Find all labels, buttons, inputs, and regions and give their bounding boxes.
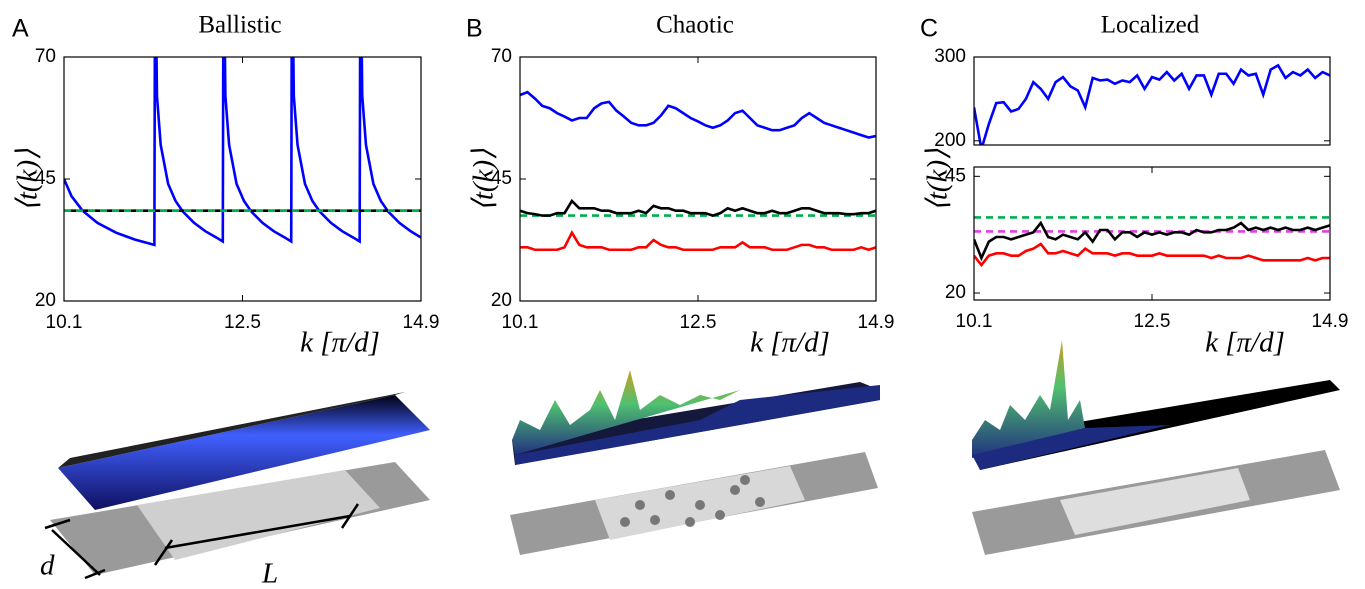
y-tick-label: 45 bbox=[491, 168, 512, 189]
y-tick-label: 45 bbox=[945, 165, 966, 186]
y-tick-label: 200 bbox=[934, 130, 966, 151]
y-tick-label: 45 bbox=[35, 168, 56, 189]
x-tick-label: 10.1 bbox=[502, 312, 539, 333]
data-line bbox=[520, 198, 876, 217]
x-tick-label: 10.1 bbox=[956, 311, 993, 332]
data-line bbox=[64, 57, 421, 247]
panel-letter: A bbox=[12, 15, 29, 43]
data-line bbox=[520, 90, 876, 139]
annotation: d bbox=[40, 550, 55, 582]
y-tick-label: 20 bbox=[35, 290, 56, 311]
data-line bbox=[520, 230, 876, 252]
y-tick-label: 70 bbox=[491, 46, 512, 67]
data-line bbox=[974, 220, 1330, 262]
chaotic-illustration bbox=[510, 370, 880, 555]
y-tick-label: 300 bbox=[934, 46, 966, 67]
x-tick-label: 12.5 bbox=[1134, 311, 1171, 332]
y-tick-label: 20 bbox=[945, 282, 966, 303]
data-line bbox=[974, 63, 1330, 145]
annotation: L bbox=[261, 558, 278, 589]
x-tick-label: 12.5 bbox=[680, 312, 717, 333]
y-tick-label: 70 bbox=[35, 46, 56, 67]
x-tick-label: 10.1 bbox=[46, 312, 83, 333]
x-axis-label: k [π/d] bbox=[1205, 327, 1285, 359]
panel-letter: B bbox=[466, 15, 483, 43]
y-tick-label: 20 bbox=[491, 290, 512, 311]
axes-box bbox=[973, 56, 1331, 146]
y-axis-label: ⟨t(k)⟩ bbox=[468, 149, 500, 212]
axes-box bbox=[519, 56, 877, 302]
axes-box bbox=[63, 56, 422, 302]
chart-title: Ballistic bbox=[198, 12, 281, 39]
x-axis-label: k [π/d] bbox=[750, 327, 830, 359]
x-axis-label: k [π/d] bbox=[300, 327, 380, 359]
localized-illustration bbox=[972, 340, 1340, 555]
chart-title: Chaotic bbox=[656, 12, 734, 39]
panel-letter: C bbox=[920, 15, 938, 43]
x-tick-label: 14.9 bbox=[403, 312, 440, 333]
y-axis-label: ⟨t(k)⟩ bbox=[922, 149, 954, 212]
chart-title: Localized bbox=[1101, 12, 1200, 39]
x-tick-label: 12.5 bbox=[224, 312, 261, 333]
data-line bbox=[974, 242, 1330, 268]
x-tick-label: 14.9 bbox=[858, 312, 895, 333]
x-tick-label: 14.9 bbox=[1312, 311, 1349, 332]
ballistic-illustration: d L bbox=[40, 392, 430, 589]
y-axis-label: ⟨t(k)⟩ bbox=[12, 149, 44, 212]
